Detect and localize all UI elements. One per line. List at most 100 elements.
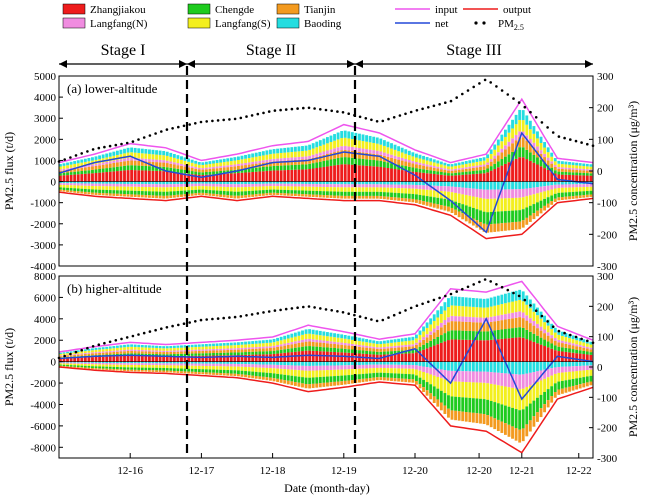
flux-bar-langfangs-86 [365, 342, 369, 346]
flux-bar-out-langfangn-62 [279, 365, 283, 369]
flux-bar-out-langfangs-147 [582, 370, 586, 378]
flux-bar-chengde-81 [347, 157, 351, 165]
flux-bar-out-chengde-29 [162, 367, 166, 371]
flux-bar-out-chengde-125 [504, 211, 507, 223]
flux-bar-out-tianjin-28 [158, 370, 162, 373]
flux-bar-out-chengde-102 [422, 379, 425, 388]
flux-bar-out-langfangn-72 [315, 184, 319, 187]
flux-bar-out-tianjin-49 [233, 195, 237, 199]
flux-bar-tianjin-146 [578, 346, 582, 351]
pm25-point-26 [205, 120, 208, 123]
flux-bar-out-langfangs-29 [162, 365, 166, 368]
flux-bar-out-chengde-67 [297, 376, 301, 383]
flux-bar-chengde-66 [293, 347, 297, 352]
flux-bar-langfangs-137 [546, 325, 550, 333]
flux-bar-out-langfangs-103 [425, 373, 429, 383]
flux-bar-langfangn-59 [269, 346, 272, 348]
flux-bar-out-tianjin-135 [539, 208, 543, 214]
flux-bar-langfangn-79 [340, 146, 344, 151]
flux-bar-zhangjiakou-51 [240, 354, 244, 362]
flux-bar-tianjin-124 [500, 320, 504, 330]
flux-bar-out-langfangs-80 [343, 187, 347, 192]
flux-bar-tianjin-64 [286, 160, 290, 166]
flux-bar-out-tianjin-32 [172, 370, 176, 373]
flux-bar-out-baoding-50 [237, 361, 240, 364]
flux-bar-out-langfangn-135 [539, 186, 543, 193]
flux-bar-out-langfangs-136 [543, 378, 547, 392]
flux-bar-langfangn-146 [578, 168, 582, 171]
flux-bar-zhangjiakou-128 [514, 158, 518, 182]
flux-bar-out-langfangn-20 [130, 184, 134, 187]
flux-bar-baoding-39 [197, 344, 201, 347]
flux-bar-out-langfangs-15 [112, 364, 116, 367]
flux-bar-tianjin-57 [261, 348, 265, 352]
flux-bar-out-langfangn-80 [343, 365, 347, 370]
y-right-tick-label: -200 [597, 423, 618, 435]
flux-bar-langfangn-21 [133, 349, 137, 352]
flux-bar-out-langfangn-47 [226, 363, 230, 367]
flux-bar-tianjin-40 [201, 169, 205, 173]
flux-bar-out-tianjin-11 [98, 192, 102, 196]
flux-bar-zhangjiakou-99 [411, 171, 415, 182]
flux-bar-out-langfangn-94 [393, 364, 397, 369]
pm25-point-48 [330, 309, 334, 312]
flux-bar-out-chengde-31 [169, 191, 173, 196]
flux-bar-langfangs-129 [518, 299, 522, 312]
flux-bar-out-baoding-33 [176, 361, 180, 364]
flux-bar-chengde-118 [479, 170, 482, 174]
flux-bar-out-tianjin-103 [425, 201, 429, 206]
flux-bar-zhangjiakou-103 [425, 173, 429, 182]
flux-bar-out-chengde-59 [269, 373, 272, 378]
flux-bar-out-langfangn-43 [212, 183, 215, 187]
flux-bar-zhangjiakou-9 [91, 173, 94, 182]
flux-bar-langfangn-15 [112, 160, 116, 163]
flux-bar-chengde-48 [229, 352, 233, 356]
flux-bar-langfangs-35 [183, 347, 187, 351]
flux-bar-zhangjiakou-73 [318, 351, 322, 362]
flux-bar-langfangs-131 [525, 304, 529, 316]
flux-bar-zhangjiakou-43 [212, 174, 215, 182]
flux-bar-baoding-66 [293, 146, 297, 152]
flux-bar-langfangn-94 [393, 345, 397, 348]
flux-bar-out-tianjin-86 [365, 378, 369, 382]
panel-b-title: (b) higher-altitude [67, 281, 162, 296]
flux-bar-langfangs-85 [361, 141, 365, 149]
flux-bar-langfangn-18 [123, 349, 126, 352]
flux-bar-tianjin-27 [155, 162, 158, 167]
flux-bar-langfangs-41 [204, 346, 208, 350]
flux-bar-out-langfangs-40 [201, 365, 205, 370]
flux-bar-zhangjiakou-130 [521, 157, 525, 182]
flux-bar-out-chengde-120 [486, 212, 490, 225]
flux-bar-baoding-139 [553, 327, 557, 333]
flux-bar-zhangjiakou-147 [582, 175, 586, 182]
flux-bar-out-baoding-112 [457, 181, 461, 188]
flux-bar-tianjin-114 [464, 321, 468, 331]
flux-bar-tianjin-135 [539, 330, 543, 338]
flux-bar-baoding-135 [539, 136, 543, 143]
flux-bar-out-langfangs-25 [148, 365, 151, 368]
flux-bar-out-langfangn-138 [550, 368, 554, 376]
flux-bar-out-langfangs-41 [204, 186, 208, 190]
flux-bar-baoding-80 [343, 130, 347, 138]
flux-bar-out-baoding-99 [411, 181, 415, 185]
flux-bar-zhangjiakou-7 [83, 357, 87, 362]
flux-bar-out-baoding-7 [83, 361, 87, 363]
flux-bar-out-langfangs-65 [290, 369, 294, 376]
flux-bar-out-langfangs-56 [258, 186, 262, 191]
flux-bar-langfangn-144 [571, 343, 575, 346]
flux-bar-langfangs-38 [194, 346, 198, 350]
flux-bar-baoding-52 [244, 154, 247, 159]
pm25-point-46 [319, 307, 322, 310]
flux-bar-out-langfangs-11 [98, 186, 102, 190]
flux-bar-out-tianjin-37 [190, 371, 194, 374]
flux-bar-langfangn-82 [350, 343, 354, 346]
flux-bar-baoding-147 [582, 339, 586, 343]
flux-bar-out-baoding-3 [69, 361, 73, 363]
legend-swatch-zhangjiakou [62, 3, 86, 15]
flux-bar-out-langfangs-69 [304, 186, 308, 191]
flux-bar-out-langfangn-91 [382, 364, 386, 369]
flux-bar-langfangs-22 [137, 347, 141, 350]
flux-bar-out-langfangs-66 [293, 369, 297, 377]
flux-bar-langfangn-20 [130, 157, 134, 161]
